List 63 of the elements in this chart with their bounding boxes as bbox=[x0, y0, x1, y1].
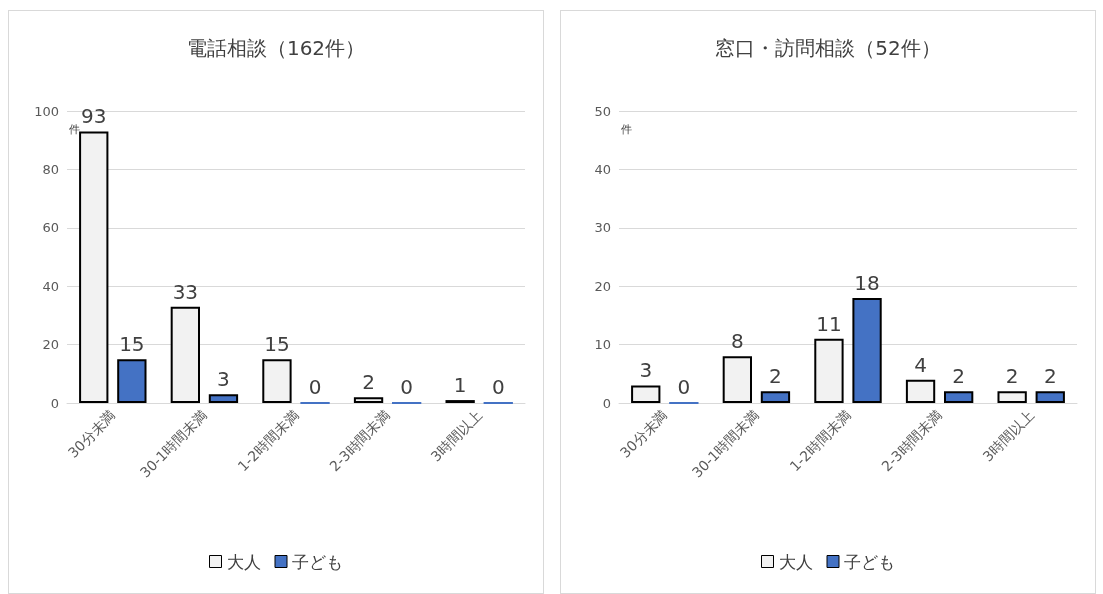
bar bbox=[1035, 391, 1065, 403]
y-axis-title: 件 bbox=[69, 123, 80, 136]
bar bbox=[997, 391, 1027, 403]
bar bbox=[905, 379, 936, 403]
x-tick-label: 2-3時間未満 bbox=[878, 407, 946, 475]
y-tick-label: 50 bbox=[594, 103, 611, 119]
y-axis-title: 件 bbox=[621, 123, 632, 136]
chart-title: 窓口・訪問相談（52件） bbox=[715, 36, 941, 60]
data-label: 2 bbox=[1005, 364, 1019, 389]
data-label: 15 bbox=[119, 332, 145, 357]
bar bbox=[760, 391, 791, 403]
chart-title: 電話相談（162件） bbox=[186, 36, 366, 60]
x-tick-label: 30分未満 bbox=[616, 407, 671, 461]
data-label: 3 bbox=[217, 367, 230, 392]
x-tick-label: 1-2時間未満 bbox=[786, 407, 854, 475]
bar bbox=[353, 397, 384, 403]
data-label: 2 bbox=[1043, 364, 1057, 389]
y-tick-label: 20 bbox=[42, 337, 59, 353]
x-tick-label: 3時間以上 bbox=[427, 407, 485, 465]
data-label: 1 bbox=[453, 373, 467, 398]
y-tick-label: 20 bbox=[594, 278, 611, 294]
legend-label: 子ども bbox=[844, 551, 895, 572]
y-tick-label: 0 bbox=[50, 395, 59, 411]
legend-label: 大人 bbox=[778, 551, 813, 572]
y-tick-label: 60 bbox=[42, 220, 59, 236]
y-tick-label: 100 bbox=[34, 103, 59, 119]
data-label: 2 bbox=[769, 364, 782, 389]
bar bbox=[117, 359, 147, 403]
data-label: 3 bbox=[639, 358, 653, 383]
x-tick-label: 1-2時間未満 bbox=[234, 407, 302, 475]
data-label: 33 bbox=[172, 279, 199, 304]
data-label: 18 bbox=[854, 270, 880, 295]
data-label: 15 bbox=[264, 332, 290, 357]
x-tick-label: 2-3時間未満 bbox=[326, 407, 394, 475]
legend-label: 大人 bbox=[226, 551, 261, 572]
bar bbox=[170, 306, 200, 403]
bar bbox=[79, 131, 109, 403]
data-label: 0 bbox=[400, 375, 414, 399]
x-tick-label: 3時間以上 bbox=[979, 407, 1037, 465]
data-label: 11 bbox=[816, 311, 842, 336]
bar bbox=[262, 359, 292, 403]
legend-label: 子ども bbox=[292, 551, 343, 572]
data-label: 4 bbox=[914, 352, 927, 377]
y-tick-label: 0 bbox=[602, 395, 611, 411]
data-label: 0 bbox=[677, 375, 691, 399]
data-label: 0 bbox=[491, 375, 505, 399]
bar bbox=[208, 394, 239, 403]
y-tick-label: 10 bbox=[594, 337, 611, 353]
bar bbox=[852, 297, 882, 403]
bar bbox=[814, 338, 844, 403]
data-label: 0 bbox=[308, 375, 322, 399]
y-tick-label: 80 bbox=[42, 161, 59, 177]
data-label: 2 bbox=[952, 364, 966, 389]
x-tick-label: 30分未満 bbox=[64, 407, 119, 461]
bar bbox=[722, 356, 752, 403]
bar bbox=[631, 385, 661, 403]
data-label: 2 bbox=[362, 370, 375, 395]
y-tick-label: 30 bbox=[594, 220, 611, 236]
data-label: 8 bbox=[730, 329, 744, 354]
y-tick-label: 40 bbox=[594, 161, 611, 177]
y-tick-label: 40 bbox=[42, 278, 59, 294]
bar bbox=[944, 391, 974, 403]
data-label: 93 bbox=[81, 104, 107, 129]
